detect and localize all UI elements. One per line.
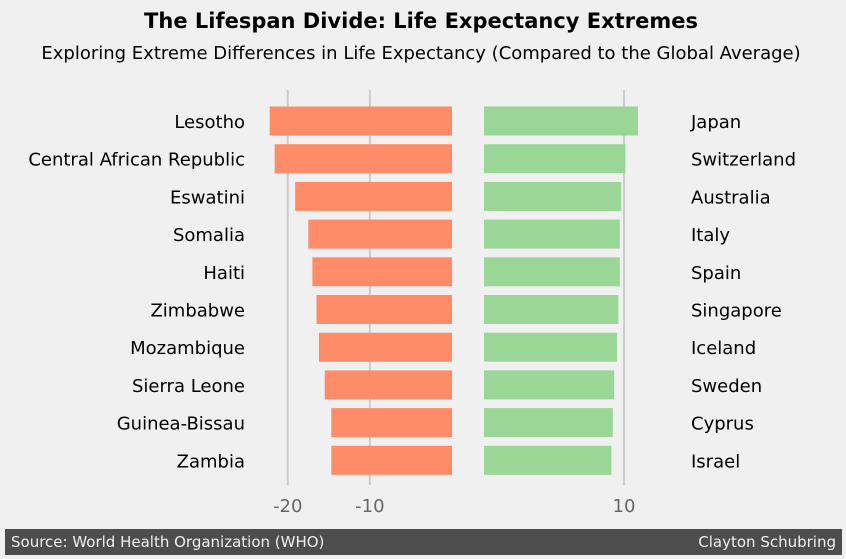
- category-label-right-5: Singapore: [691, 301, 782, 322]
- bar-left-5: [316, 295, 452, 324]
- bar-right-5: [484, 295, 619, 324]
- category-label-right-1: Switzerland: [691, 150, 796, 171]
- author-credit: Clayton Schubring: [698, 533, 836, 551]
- source-note: Source: World Health Organization (WHO): [11, 533, 325, 551]
- footer-bar: Source: World Health Organization (WHO) …: [5, 529, 842, 555]
- bar-right-6: [484, 332, 617, 362]
- bar-right-3: [484, 219, 620, 249]
- category-label-right-6: Iceland: [691, 338, 756, 359]
- category-label-left-9: Zambia: [177, 451, 245, 472]
- bar-left-1: [274, 144, 452, 174]
- bar-right-7: [484, 370, 615, 400]
- category-label-right-9: Israel: [691, 451, 740, 472]
- category-label-left-0: Lesotho: [174, 112, 245, 133]
- bar-left-4: [312, 257, 452, 287]
- category-label-left-5: Zimbabwe: [150, 301, 245, 322]
- tick-label-right-0: 10: [613, 496, 636, 517]
- category-label-right-3: Italy: [691, 225, 730, 246]
- category-label-left-6: Mozambique: [130, 338, 245, 359]
- category-label-left-3: Somalia: [173, 225, 245, 246]
- category-label-left-1: Central African Republic: [28, 150, 245, 171]
- category-label-right-4: Spain: [691, 263, 741, 284]
- tick-labels: -20 -10 10: [273, 496, 635, 517]
- chart-subtitle: Exploring Extreme Differences in Life Ex…: [41, 43, 800, 64]
- category-label-right-8: Cyprus: [691, 414, 754, 435]
- bar-right-4: [484, 257, 620, 287]
- bar-left-2: [295, 181, 452, 211]
- category-label-right-2: Australia: [691, 187, 771, 208]
- tick-label-left-1: -10: [355, 496, 384, 517]
- category-label-left-4: Haiti: [203, 263, 245, 284]
- bar-right-8: [484, 408, 613, 438]
- chart-title: The Lifespan Divide: Life Expectancy Ext…: [144, 9, 698, 33]
- bar-right-0: [484, 106, 638, 136]
- left-bar-group: [269, 106, 452, 475]
- category-label-right-0: Japan: [690, 112, 741, 133]
- bar-left-0: [269, 106, 452, 136]
- right-bar-group: [484, 106, 638, 475]
- category-label-left-2: Eswatini: [170, 187, 245, 208]
- bar-left-9: [331, 445, 452, 475]
- bar-right-2: [484, 181, 622, 211]
- category-label-right-7: Sweden: [691, 376, 762, 397]
- tick-label-left-0: -20: [273, 496, 302, 517]
- bar-left-7: [324, 370, 452, 400]
- bar-left-3: [308, 219, 452, 249]
- bar-right-1: [484, 144, 626, 174]
- bar-left-8: [331, 408, 452, 438]
- bar-right-9: [484, 445, 612, 475]
- category-labels: Lesotho Japan Central African Republic Swit…: [28, 112, 796, 472]
- bar-left-6: [318, 332, 452, 362]
- category-label-left-7: Sierra Leone: [132, 376, 245, 397]
- category-label-left-8: Guinea-Bissau: [117, 414, 245, 435]
